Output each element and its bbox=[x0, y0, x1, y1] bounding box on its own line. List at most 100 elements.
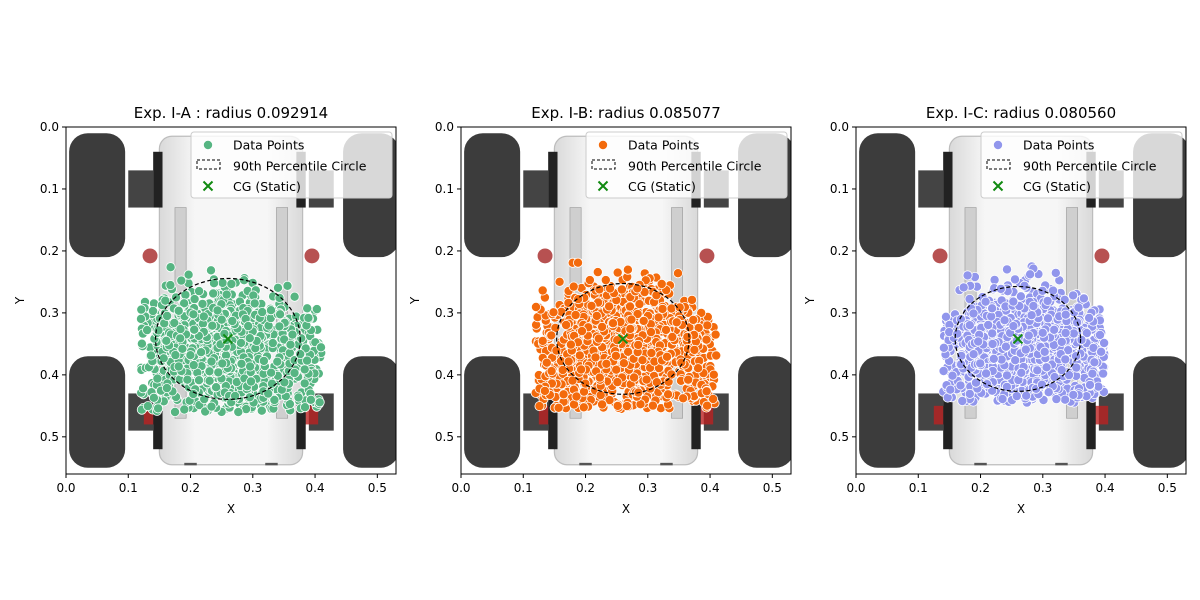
data-point bbox=[204, 375, 215, 386]
data-point bbox=[591, 310, 602, 321]
legend-box bbox=[585, 131, 788, 199]
x-tick-label: 0.5 bbox=[763, 481, 782, 495]
data-point bbox=[217, 277, 228, 288]
data-point bbox=[671, 317, 682, 328]
data-point bbox=[1039, 346, 1050, 357]
data-point bbox=[1002, 264, 1013, 275]
data-point bbox=[586, 300, 597, 311]
data-point bbox=[314, 397, 325, 408]
data-point bbox=[315, 342, 326, 353]
data-point bbox=[299, 378, 310, 389]
data-point bbox=[216, 314, 227, 325]
x-axis-label: X bbox=[622, 502, 630, 516]
data-point bbox=[175, 333, 186, 344]
data-point bbox=[553, 402, 564, 413]
data-point bbox=[180, 289, 191, 300]
x-tick-label: 0.2 bbox=[971, 481, 990, 495]
data-point bbox=[666, 303, 677, 314]
data-point bbox=[604, 395, 615, 406]
data-point bbox=[256, 405, 267, 416]
data-point bbox=[183, 269, 194, 280]
data-point bbox=[1060, 354, 1071, 365]
data-point bbox=[1008, 321, 1019, 332]
data-point bbox=[565, 339, 576, 350]
x-tick-label: 0.4 bbox=[1096, 481, 1115, 495]
data-point bbox=[554, 276, 565, 287]
data-point bbox=[941, 311, 952, 322]
data-point bbox=[217, 358, 228, 369]
data-point bbox=[638, 315, 649, 326]
data-point bbox=[1049, 324, 1060, 335]
data-point bbox=[944, 327, 955, 338]
legend-label-circle: 90th Percentile Circle bbox=[233, 159, 367, 174]
data-point bbox=[1068, 290, 1079, 301]
data-point bbox=[563, 356, 574, 367]
y-tick-label: 0.1 bbox=[830, 182, 849, 196]
data-point bbox=[1068, 389, 1079, 400]
data-point bbox=[1095, 329, 1106, 340]
data-point bbox=[136, 338, 147, 349]
legend-circle-swatch bbox=[986, 159, 1011, 170]
data-point bbox=[578, 402, 589, 413]
data-point bbox=[145, 350, 156, 361]
y-tick-label: 0.2 bbox=[435, 244, 454, 258]
data-point bbox=[189, 324, 200, 335]
data-point bbox=[245, 361, 256, 372]
data-point bbox=[557, 364, 568, 375]
x-tick-label: 0.3 bbox=[1033, 481, 1052, 495]
y-tick-label: 0.3 bbox=[40, 306, 59, 320]
data-point bbox=[272, 356, 283, 367]
chart-title: Exp. I-C: radius 0.080560 bbox=[926, 104, 1116, 122]
x-tick-label: 0.1 bbox=[514, 481, 533, 495]
plot-area bbox=[464, 133, 794, 468]
data-point bbox=[988, 353, 999, 364]
data-point bbox=[1059, 294, 1070, 305]
x-tick-label: 0.0 bbox=[846, 481, 865, 495]
legend-cg-swatch bbox=[597, 180, 609, 192]
data-point bbox=[701, 334, 712, 345]
data-point bbox=[577, 326, 588, 337]
x-tick-label: 0.5 bbox=[1158, 481, 1177, 495]
data-point bbox=[153, 403, 164, 414]
data-point bbox=[546, 330, 557, 341]
data-point bbox=[1010, 355, 1021, 366]
data-point bbox=[629, 372, 640, 383]
data-point bbox=[285, 339, 296, 350]
data-point bbox=[235, 337, 246, 348]
data-point bbox=[637, 355, 648, 366]
data-point bbox=[142, 325, 153, 336]
data-point bbox=[272, 282, 283, 293]
data-point bbox=[211, 382, 222, 393]
data-point bbox=[1032, 365, 1043, 376]
data-point bbox=[196, 347, 207, 358]
data-point bbox=[1085, 379, 1096, 390]
legend: Data Points 90th Percentile Circle CG (Sta… bbox=[980, 131, 1183, 199]
data-point bbox=[567, 375, 578, 386]
chart-panel-2: 0.0 0.1 0.2 0.3 0.4 0.5 0.0 0.1 0.2 0.3 0.4 0.5 X Y Ex… bbox=[408, 104, 794, 516]
data-point bbox=[1021, 390, 1032, 401]
data-point bbox=[227, 315, 238, 326]
data-point bbox=[973, 336, 984, 347]
data-point bbox=[148, 392, 159, 403]
y-tick-label: 0.3 bbox=[830, 306, 849, 320]
data-point bbox=[1041, 362, 1052, 373]
x-tick-label: 0.5 bbox=[368, 481, 387, 495]
data-point bbox=[1078, 293, 1089, 304]
axes-frame bbox=[855, 126, 1187, 475]
data-point bbox=[683, 374, 694, 385]
data-point bbox=[653, 312, 664, 323]
data-point bbox=[537, 285, 548, 296]
data-point bbox=[558, 389, 569, 400]
data-point bbox=[646, 347, 657, 358]
data-point bbox=[689, 344, 700, 355]
data-point bbox=[593, 333, 604, 344]
data-point bbox=[612, 267, 623, 278]
data-point bbox=[169, 406, 180, 417]
data-point bbox=[661, 324, 672, 335]
data-point bbox=[623, 346, 634, 357]
legend: Data Points 90th Percentile Circle CG (Sta… bbox=[190, 131, 393, 199]
data-point bbox=[595, 390, 606, 401]
data-point bbox=[584, 275, 595, 286]
data-point bbox=[161, 335, 172, 346]
data-point bbox=[611, 364, 622, 375]
